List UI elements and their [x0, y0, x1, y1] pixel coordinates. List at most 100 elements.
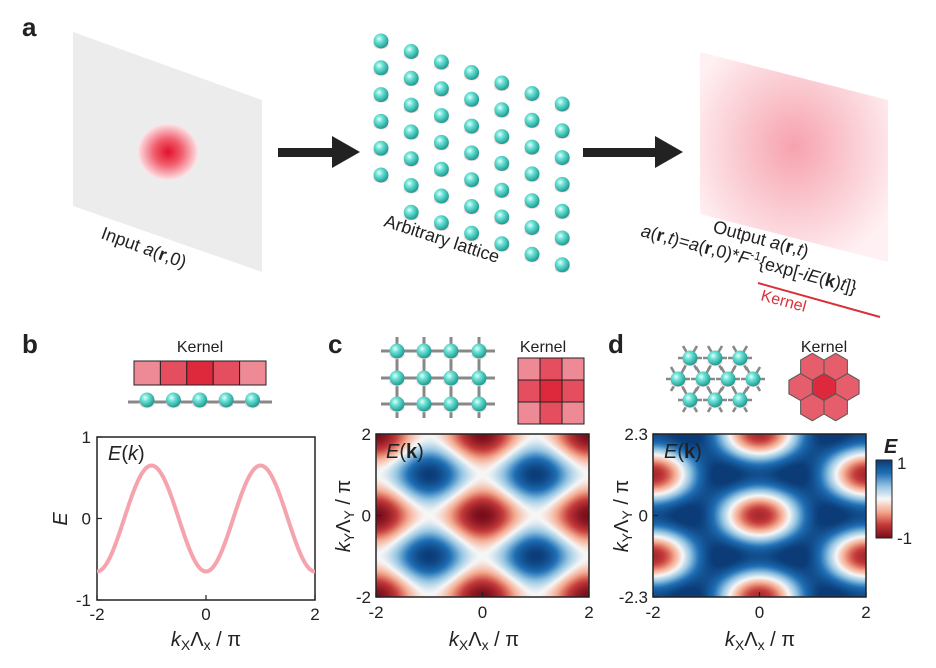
- atom: [464, 199, 480, 214]
- atom: [464, 91, 480, 107]
- atom: [373, 113, 389, 129]
- kernel-cell: [186, 360, 214, 386]
- atom: [682, 392, 698, 408]
- kernel-cell: [539, 357, 563, 381]
- atom: [165, 392, 181, 408]
- x-tick-label: 2: [861, 603, 870, 622]
- plot-b-ticks: -2 0 2 1 0 -1: [76, 428, 320, 624]
- y-tick-label: 0: [362, 507, 371, 526]
- kernel-d-hexagonal: [788, 352, 860, 422]
- atom: [403, 178, 419, 193]
- atom: [494, 182, 510, 198]
- kernel-c-label: Kernel: [520, 339, 566, 356]
- x-tick-label: -2: [89, 605, 104, 624]
- atom: [464, 145, 480, 161]
- ylabel-c: kYΛY / π: [333, 480, 357, 553]
- atom: [745, 371, 761, 387]
- atom: [403, 97, 419, 113]
- plot-d-ticks: -2 0 2 2.3 0 -2.3: [619, 425, 871, 622]
- arbitrary-lattice: [373, 33, 571, 274]
- atom: [389, 396, 405, 412]
- atom: [732, 350, 748, 366]
- y-tick-label: 1: [82, 428, 91, 447]
- kernel-cell: [539, 401, 563, 425]
- x-tick-label: 0: [755, 603, 764, 622]
- atom: [464, 65, 480, 80]
- atom: [732, 392, 748, 408]
- atom: [403, 44, 419, 59]
- atom: [524, 86, 540, 101]
- kernel-b-label: Kernel: [177, 339, 223, 356]
- atom: [464, 225, 480, 241]
- kernel-cell: [517, 357, 541, 381]
- x-tick-label: -2: [368, 603, 383, 622]
- arrow-right-icon: [583, 136, 683, 168]
- atom: [494, 75, 510, 91]
- atom: [443, 343, 459, 359]
- kernel-cell: [212, 360, 241, 386]
- atom: [443, 370, 459, 386]
- kernel-cell: [561, 357, 585, 381]
- atom: [373, 33, 389, 49]
- atom: [524, 193, 540, 209]
- xlabel-b: kXΛx / π: [171, 629, 241, 653]
- atom: [494, 129, 510, 145]
- x-tick-label: 2: [584, 603, 593, 622]
- kernel-c-2d: [517, 357, 585, 425]
- atom: [403, 124, 419, 140]
- lattice-2d-triangular: [666, 345, 765, 413]
- y-tick-label: -2: [356, 588, 371, 607]
- atom: [139, 392, 155, 408]
- atom: [554, 96, 570, 112]
- atom: [554, 257, 570, 273]
- kernel-cell: [159, 360, 188, 386]
- atom: [494, 236, 510, 252]
- kernel-caption: Kernel: [759, 287, 808, 315]
- atom: [373, 87, 389, 103]
- arrow-right-icon: [278, 136, 360, 168]
- ylabel-b: E: [50, 512, 72, 526]
- dispersion-curve: [97, 463, 315, 574]
- panel-label-a: a: [22, 12, 37, 42]
- atom: [433, 188, 449, 204]
- atom: [389, 343, 405, 359]
- x-tick-label: 2: [310, 605, 319, 624]
- xlabel-c: kXΛx / π: [449, 629, 519, 653]
- atom: [192, 392, 208, 408]
- atom: [373, 140, 389, 156]
- atom: [433, 134, 449, 150]
- atom: [554, 176, 570, 192]
- atom: [433, 108, 449, 124]
- atom: [554, 123, 570, 139]
- lattice-1d-chain: [139, 392, 261, 409]
- output-sheet: [700, 52, 888, 262]
- y-tick-label: -2.3: [619, 588, 648, 607]
- atom: [433, 54, 449, 70]
- panel-label-c: c: [328, 329, 342, 359]
- atom: [443, 396, 459, 412]
- x-tick-label: -2: [645, 603, 660, 622]
- atom: [670, 371, 686, 387]
- atom: [433, 215, 449, 231]
- energy-label-c: E(k): [386, 441, 424, 463]
- kernel-hex-cell: [800, 352, 825, 381]
- energy-label-b: E(k): [108, 443, 145, 465]
- kernel-cell: [133, 360, 161, 386]
- atom: [471, 396, 487, 412]
- atom: [524, 112, 540, 128]
- kernel-cell: [561, 379, 585, 403]
- atom: [554, 203, 570, 219]
- colorbar-frame: [875, 459, 893, 539]
- colorbar: [876, 460, 892, 538]
- ylabel-d: kYΛY / π: [611, 480, 635, 553]
- panel-label-b: b: [22, 329, 38, 359]
- atom: [524, 246, 540, 262]
- atom: [524, 139, 540, 155]
- panel-label-d: d: [608, 329, 624, 359]
- atom: [433, 161, 449, 177]
- atom: [416, 396, 432, 412]
- colorbar-tick-max: 1: [897, 454, 906, 473]
- heatmap-c: [376, 434, 589, 597]
- atom: [471, 370, 487, 386]
